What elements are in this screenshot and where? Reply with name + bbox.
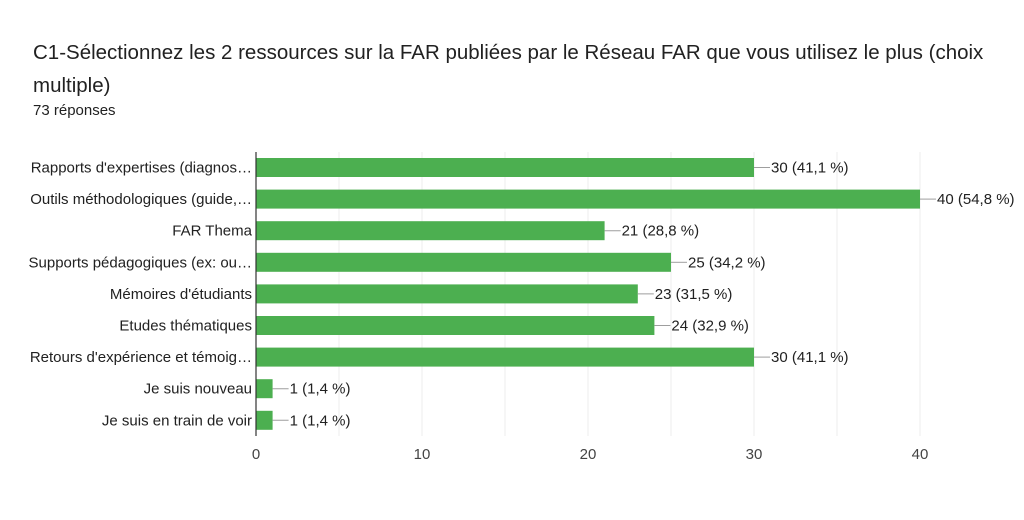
bar [256, 379, 273, 399]
category-label: Mémoires d'étudiants [110, 286, 252, 303]
category-label: Je suis en train de voir [102, 412, 252, 429]
category-label: Outils méthodologiques (guide,… [30, 191, 252, 208]
x-tick-label: 40 [912, 446, 929, 463]
bar [256, 316, 655, 335]
x-tick-label: 10 [414, 446, 431, 463]
data-label: 25 (34,2 %) [688, 254, 766, 271]
x-tick-label: 0 [252, 446, 260, 463]
data-label: 1 (1,4 %) [290, 381, 351, 398]
bar [256, 221, 605, 241]
x-tick-label: 20 [580, 446, 597, 463]
bar [256, 252, 671, 272]
category-label: FAR Thema [172, 223, 252, 240]
category-label: Je suis nouveau [144, 381, 252, 398]
data-label: 23 (31,5 %) [655, 286, 733, 303]
data-label: 40 (54,8 %) [937, 191, 1015, 208]
category-label: Rapports d'expertises (diagnos… [31, 160, 252, 177]
category-label: Supports pédagogiques (ex: ou… [29, 254, 252, 271]
bar [256, 158, 754, 177]
x-tick-label: 30 [746, 446, 763, 463]
bar [256, 189, 920, 209]
data-label: 1 (1,4 %) [290, 412, 351, 429]
bar [256, 347, 754, 367]
bar [256, 410, 273, 430]
category-label: Etudes thématiques [119, 318, 252, 335]
chart-title: C1-Sélectionnez les 2 ressources sur la … [33, 41, 984, 97]
data-label: 24 (32,9 %) [671, 318, 749, 335]
data-label: 30 (41,1 %) [771, 349, 849, 366]
data-label: 21 (28,8 %) [622, 223, 700, 240]
response-count: 73 réponses [33, 102, 116, 119]
bar [256, 284, 638, 304]
data-label: 30 (41,1 %) [771, 160, 849, 177]
category-label: Retours d'expérience et témoig… [30, 349, 252, 366]
